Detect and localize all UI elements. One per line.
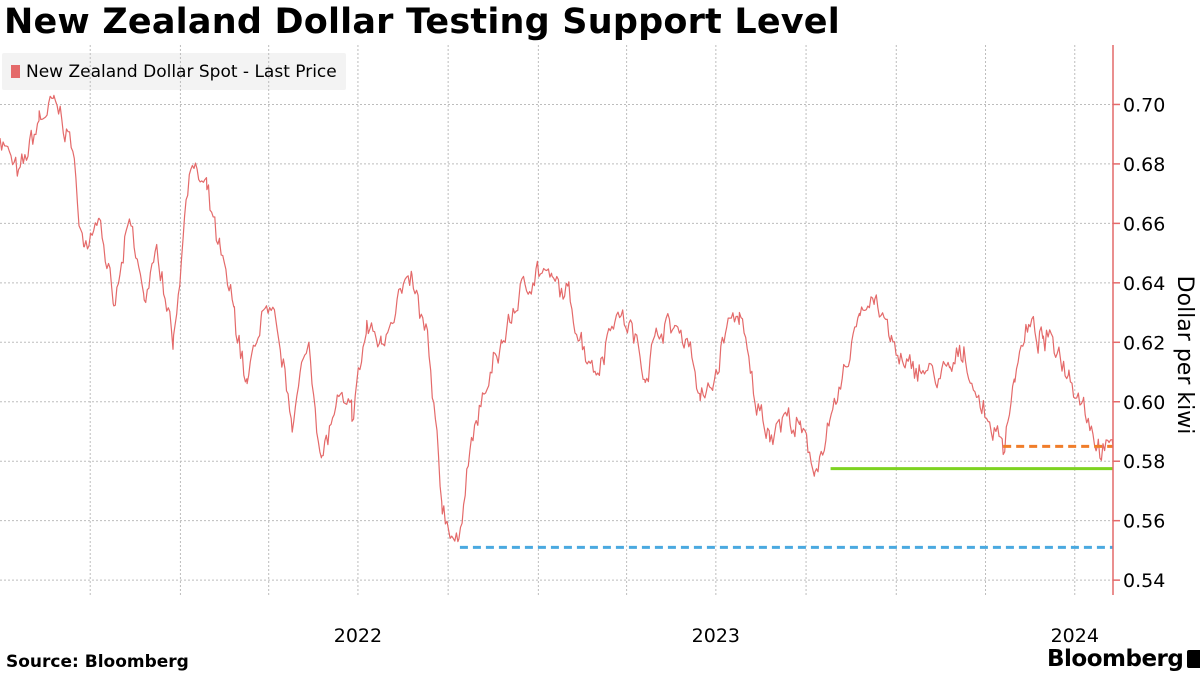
y-tick-label: 0.64 [1123, 273, 1165, 295]
reference-lines [459, 444, 1113, 549]
x-axis-labels: 2022 2023 2024 [334, 625, 1099, 647]
y-tick-label: 0.68 [1123, 154, 1165, 176]
brand-logo: Bloomberg [1047, 646, 1200, 672]
page-title: New Zealand Dollar Testing Support Level [4, 2, 840, 42]
chart-legend: New Zealand Dollar Spot - Last Price [2, 53, 346, 90]
x-tick-label: 2022 [334, 625, 382, 647]
y-axis-title: Dollar per kiwi [1172, 276, 1197, 435]
y-axis: 0.54 0.56 0.58 0.60 0.62 0.64 0.66 0.68 0.70 [1112, 45, 1165, 595]
y-tick-label: 0.62 [1123, 332, 1165, 354]
y-tick-label: 0.54 [1123, 570, 1165, 592]
y-tick-label: 0.70 [1123, 94, 1165, 116]
legend-label: New Zealand Dollar Spot - Last Price [26, 61, 337, 82]
y-tick-label: 0.66 [1123, 213, 1165, 235]
y-tick-label: 0.60 [1123, 392, 1165, 414]
series-group [0, 94, 1114, 543]
bloomberg-terminal-icon [1187, 650, 1200, 668]
x-tick-label: 2023 [692, 625, 740, 647]
y-tick-label: 0.56 [1123, 511, 1165, 533]
x-tick-label: 2024 [1051, 625, 1099, 647]
brand-text: Bloomberg [1047, 646, 1184, 672]
source-note: Source: Bloomberg [6, 652, 189, 672]
grid [0, 45, 1113, 595]
y-tick-label: 0.58 [1123, 451, 1165, 473]
legend-swatch [11, 65, 20, 78]
price-series-line [0, 94, 1114, 543]
